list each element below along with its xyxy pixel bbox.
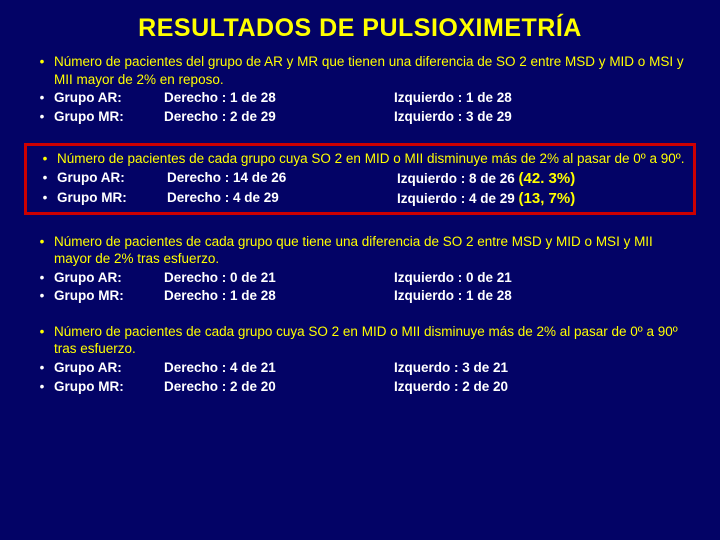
value-left-text: Izquierdo : 4 de 29 (397, 191, 519, 206)
value-left: Izquierdo : 1 de 28 (394, 287, 690, 305)
bullet-icon: • (30, 269, 54, 287)
bullet-icon: • (30, 287, 54, 305)
highlight-box: • Número de pacientes de cada grupo cuya… (24, 143, 696, 215)
value-right: Derecho : 4 de 21 (164, 359, 394, 377)
value-left-text: Izquierdo : 8 de 26 (397, 171, 519, 186)
section-1: • Número de pacientes del grupo de AR y … (30, 53, 690, 125)
group-label: Grupo AR: (57, 169, 167, 189)
value-left: Izquierdo : 0 de 21 (394, 269, 690, 287)
bullet-icon: • (30, 378, 54, 396)
group-label: Grupo MR: (54, 108, 164, 126)
value-right: Derecho : 2 de 29 (164, 108, 394, 126)
section-4: • Número de pacientes de cada grupo cuya… (30, 323, 690, 395)
group-label: Grupo AR: (54, 359, 164, 377)
percentage: (42. 3%) (519, 170, 576, 187)
bullet-icon: • (30, 323, 54, 341)
group-label: Grupo AR: (54, 89, 164, 107)
value-left: Izquerdo : 3 de 21 (394, 359, 690, 377)
bullet-icon: • (30, 89, 54, 107)
bullet-icon: • (30, 53, 54, 71)
bullet-icon: • (30, 359, 54, 377)
value-right: Derecho : 0 de 21 (164, 269, 394, 287)
group-label: Grupo AR: (54, 269, 164, 287)
bullet-icon: • (30, 233, 54, 251)
group-label: Grupo MR: (57, 189, 167, 209)
value-left: Izquierdo : 3 de 29 (394, 108, 690, 126)
value-right: Derecho : 1 de 28 (164, 89, 394, 107)
value-right: Derecho : 1 de 28 (164, 287, 394, 305)
slide-title: RESULTADOS DE PULSIOXIMETRÍA (0, 0, 720, 53)
value-left: Izquierdo : 4 de 29 (13, 7%) (397, 189, 687, 209)
bullet-icon: • (33, 150, 57, 168)
group-label: Grupo MR: (54, 378, 164, 396)
bullet-icon: • (33, 169, 57, 187)
value-left: Izquerdo : 2 de 20 (394, 378, 690, 396)
value-left: Izquierdo : 8 de 26 (42. 3%) (397, 169, 687, 189)
bullet-icon: • (33, 189, 57, 207)
group-label: Grupo MR: (54, 287, 164, 305)
value-right: Derecho : 4 de 29 (167, 189, 397, 209)
intro-text: Número de pacientes del grupo de AR y MR… (54, 53, 690, 88)
percentage: (13, 7%) (519, 190, 576, 207)
intro-text: Número de pacientes de cada grupo cuya S… (54, 323, 690, 358)
value-left: Izquierdo : 1 de 28 (394, 89, 690, 107)
section-3: • Número de pacientes de cada grupo que … (30, 233, 690, 305)
slide-content: • Número de pacientes del grupo de AR y … (0, 53, 720, 395)
intro-text: Número de pacientes de cada grupo cuya S… (57, 150, 684, 168)
value-right: Derecho : 2 de 20 (164, 378, 394, 396)
intro-text: Número de pacientes de cada grupo que ti… (54, 233, 690, 268)
value-right: Derecho : 14 de 26 (167, 169, 397, 189)
bullet-icon: • (30, 108, 54, 126)
